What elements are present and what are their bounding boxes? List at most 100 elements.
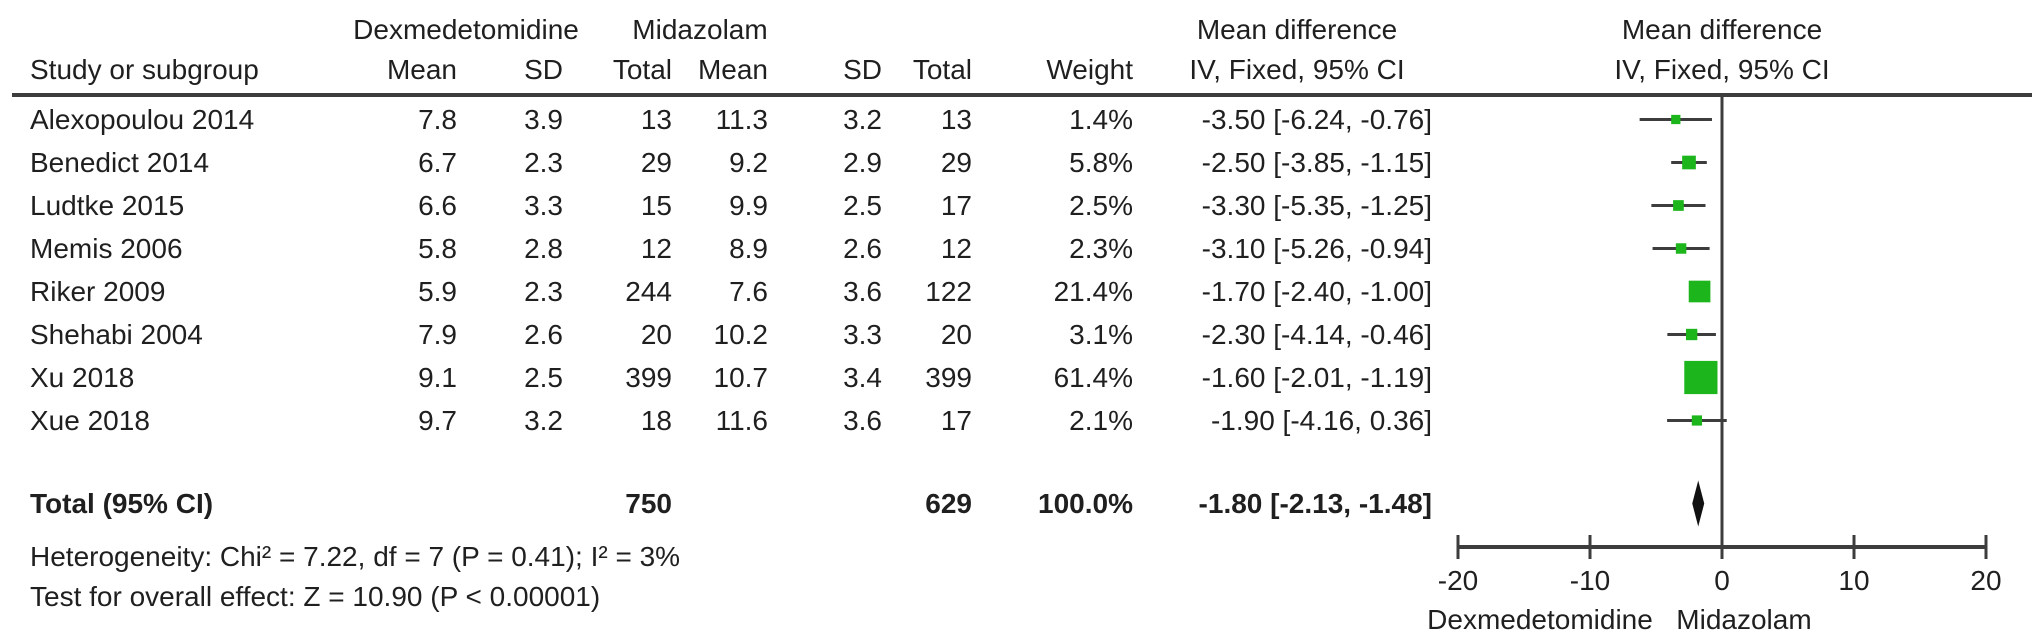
cell-weight: 1.4% <box>1069 104 1133 135</box>
cell-sd1: 3.9 <box>524 104 563 135</box>
total-mid-n: 629 <box>925 488 972 519</box>
total-label: Total (95% CI) <box>30 488 214 519</box>
cell-total1: 12 <box>640 233 672 264</box>
cell-total1: 29 <box>640 147 672 178</box>
cell-weight: 21.4% <box>1053 276 1133 307</box>
cell-total2: 29 <box>940 147 972 178</box>
cell-mean2: 9.2 <box>729 147 768 178</box>
cell-sd2: 3.2 <box>843 104 882 135</box>
study-row: Memis 2006 5.8 2.8 12 8.9 2.6 12 2.3% -3.10 [-5.… <box>0 227 2032 270</box>
cell-ci-text: -2.50 [-3.85, -1.15] <box>1201 147 1432 178</box>
cell-weight: 2.3% <box>1069 233 1133 264</box>
cell-sd2: 3.3 <box>843 319 882 350</box>
cell-total1: 15 <box>640 190 672 221</box>
header-dex-total: Total <box>612 54 672 85</box>
cell-sd2: 3.6 <box>843 405 882 436</box>
header-study-col: Study or subgroup <box>30 54 259 85</box>
cell-ci-text: -3.30 [-5.35, -1.25] <box>1201 190 1432 221</box>
study-row: Xue 2018 9.7 3.2 18 11.6 3.6 17 2.1% -1.90 [-4.1… <box>0 399 2032 442</box>
cell-sd1: 3.2 <box>524 405 563 436</box>
total-row: Total (95% CI) 750 629 100.0% -1.80 [-2.… <box>0 482 2032 525</box>
cell-total1: 18 <box>640 405 672 436</box>
total-weight: 100.0% <box>1038 488 1133 519</box>
header-mid-total: Total <box>912 54 972 85</box>
cell-mean1: 6.6 <box>418 190 457 221</box>
cell-sd2: 3.6 <box>843 276 882 307</box>
header-weight: Weight <box>1046 54 1133 85</box>
cell-weight: 2.1% <box>1069 405 1133 436</box>
cell-sd1: 3.3 <box>524 190 563 221</box>
study-name: Xu 2018 <box>30 362 135 393</box>
header-dex-sd: SD <box>524 54 563 85</box>
study-row: Benedict 2014 6.7 2.3 29 9.2 2.9 29 5.8% -2.50 [… <box>0 141 2032 184</box>
cell-sd1: 2.3 <box>524 147 563 178</box>
cell-ci-text: -1.90 [-4.16, 0.36] <box>1210 405 1432 436</box>
study-name: Xue 2018 <box>30 405 150 436</box>
cell-total2: 399 <box>925 362 972 393</box>
cell-weight: 5.8% <box>1069 147 1133 178</box>
cell-sd1: 2.5 <box>524 362 563 393</box>
cell-mean2: 7.6 <box>729 276 768 307</box>
axis-tick-label: -10 <box>1570 565 1610 596</box>
header-mid-sd: SD <box>843 54 882 85</box>
study-row: Ludtke 2015 6.6 3.3 15 9.9 2.5 17 2.5% -3.30 [-5… <box>0 184 2032 227</box>
cell-total1: 13 <box>640 104 672 135</box>
header-effect-title-text: Mean difference <box>1196 14 1398 45</box>
cell-ci-text: -3.50 [-6.24, -0.76] <box>1201 104 1432 135</box>
study-row: Alexopoulou 2014 7.8 3.9 13 11.3 3.2 13 1.4% -3.… <box>0 98 2032 141</box>
axis-tick-label: 0 <box>1714 565 1730 596</box>
cell-sd1: 2.6 <box>524 319 563 350</box>
favours-left-label: Dexmedetomidine <box>1427 604 1653 635</box>
cell-mean2: 11.6 <box>715 405 768 436</box>
cell-mean1: 5.9 <box>418 276 457 307</box>
header-rule <box>12 93 2032 97</box>
cell-total1: 244 <box>625 276 672 307</box>
cell-weight: 2.5% <box>1069 190 1133 221</box>
study-name: Riker 2009 <box>30 276 166 307</box>
header-group-dexmedetomidine: Dexmedetomidine <box>353 14 579 45</box>
overall-effect-text: Test for overall effect: Z = 10.90 (P < … <box>30 581 601 612</box>
total-dex-n: 750 <box>625 488 672 519</box>
cell-total2: 17 <box>940 190 972 221</box>
cell-ci-text: -1.60 [-2.01, -1.19] <box>1201 362 1432 393</box>
study-name: Alexopoulou 2014 <box>30 104 255 135</box>
total-ci-text: -1.80 [-2.13, -1.48] <box>1198 488 1432 519</box>
cell-mean2: 8.9 <box>729 233 768 264</box>
study-row: Shehabi 2004 7.9 2.6 20 10.2 3.3 20 3.1% -2.30 [… <box>0 313 2032 356</box>
cell-mean2: 10.2 <box>713 319 769 350</box>
cell-total2: 13 <box>940 104 972 135</box>
cell-ci-text: -1.70 [-2.40, -1.00] <box>1201 276 1432 307</box>
cell-total1: 399 <box>625 362 672 393</box>
cell-mean1: 7.9 <box>418 319 457 350</box>
cell-mean1: 9.7 <box>418 405 457 436</box>
cell-total1: 20 <box>640 319 672 350</box>
cell-ci-text: -2.30 [-4.14, -0.46] <box>1201 319 1432 350</box>
cell-ci-text: -3.10 [-5.26, -0.94] <box>1201 233 1432 264</box>
heterogeneity-text: Heterogeneity: Chi² = 7.22, df = 7 (P = … <box>30 541 681 572</box>
axis-tick-label: 20 <box>1970 565 2001 596</box>
header-mid-mean: Mean <box>697 54 768 85</box>
cell-sd2: 2.6 <box>843 233 882 264</box>
cell-weight: 3.1% <box>1069 319 1133 350</box>
header-dex-mean: Mean <box>386 54 457 85</box>
header-effect-method-text: IV, Fixed, 95% CI <box>1189 54 1405 85</box>
cell-mean2: 10.7 <box>713 362 769 393</box>
study-row: Xu 2018 9.1 2.5 399 10.7 3.4 399 61.4% -1.60 [-2… <box>0 356 2032 399</box>
study-name: Shehabi 2004 <box>30 319 203 350</box>
cell-mean1: 5.8 <box>418 233 457 264</box>
cell-total2: 122 <box>925 276 972 307</box>
cell-sd2: 2.9 <box>843 147 882 178</box>
cell-mean2: 11.3 <box>715 104 768 135</box>
axis-tick-label: -20 <box>1438 565 1478 596</box>
cell-sd2: 2.5 <box>843 190 882 221</box>
cell-sd1: 2.3 <box>524 276 563 307</box>
study-name: Benedict 2014 <box>30 147 210 178</box>
favours-right-label: Midazolam <box>1676 604 1811 635</box>
study-row: Riker 2009 5.9 2.3 244 7.6 3.6 122 21.4% -1.70 [… <box>0 270 2032 313</box>
header-group-midazolam: Midazolam <box>632 14 768 45</box>
cell-sd1: 2.8 <box>524 233 563 264</box>
cell-total2: 12 <box>940 233 972 264</box>
cell-mean1: 9.1 <box>418 362 457 393</box>
cell-sd2: 3.4 <box>843 362 882 393</box>
